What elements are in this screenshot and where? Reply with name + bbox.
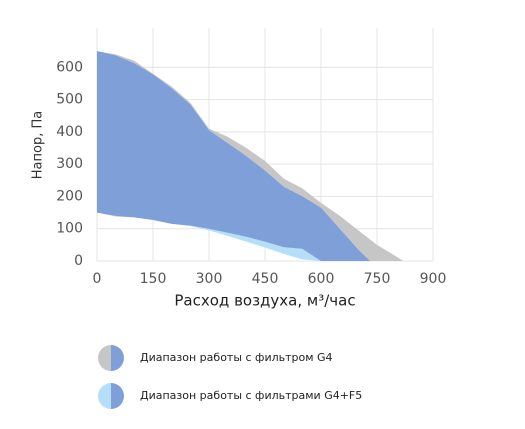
x-tick-label: 600 bbox=[308, 271, 335, 287]
y-tick-label: 200 bbox=[56, 188, 83, 204]
x-tick-label: 450 bbox=[252, 271, 279, 287]
plot bbox=[96, 28, 434, 262]
legend-swatch bbox=[111, 383, 124, 409]
y-tick-label: 300 bbox=[56, 156, 83, 172]
legend-swatch bbox=[98, 383, 111, 409]
legend-swatch bbox=[111, 345, 124, 371]
legend-label: Диапазон работы с фильтром G4 bbox=[140, 351, 333, 364]
x-tick-label: 300 bbox=[196, 271, 223, 287]
x-tick-label: 0 bbox=[93, 271, 102, 287]
y-tick-label: 100 bbox=[56, 221, 83, 237]
x-tick-label: 900 bbox=[420, 271, 447, 287]
range-area bbox=[97, 51, 370, 262]
y-tick-label: 600 bbox=[56, 59, 83, 75]
y-tick-label: 400 bbox=[56, 124, 83, 140]
y-axis-label: Напор, Па bbox=[31, 111, 46, 179]
x-tick-label: 150 bbox=[140, 271, 167, 287]
legend-swatch bbox=[98, 345, 111, 371]
x-tick-label: 750 bbox=[364, 271, 391, 287]
x-axis-label: Расход воздуха, м³/час bbox=[174, 292, 355, 310]
legend-label: Диапазон работы с фильтрами G4+F5 bbox=[140, 389, 362, 402]
y-tick-label: 0 bbox=[74, 253, 83, 269]
y-tick-label: 500 bbox=[56, 92, 83, 108]
